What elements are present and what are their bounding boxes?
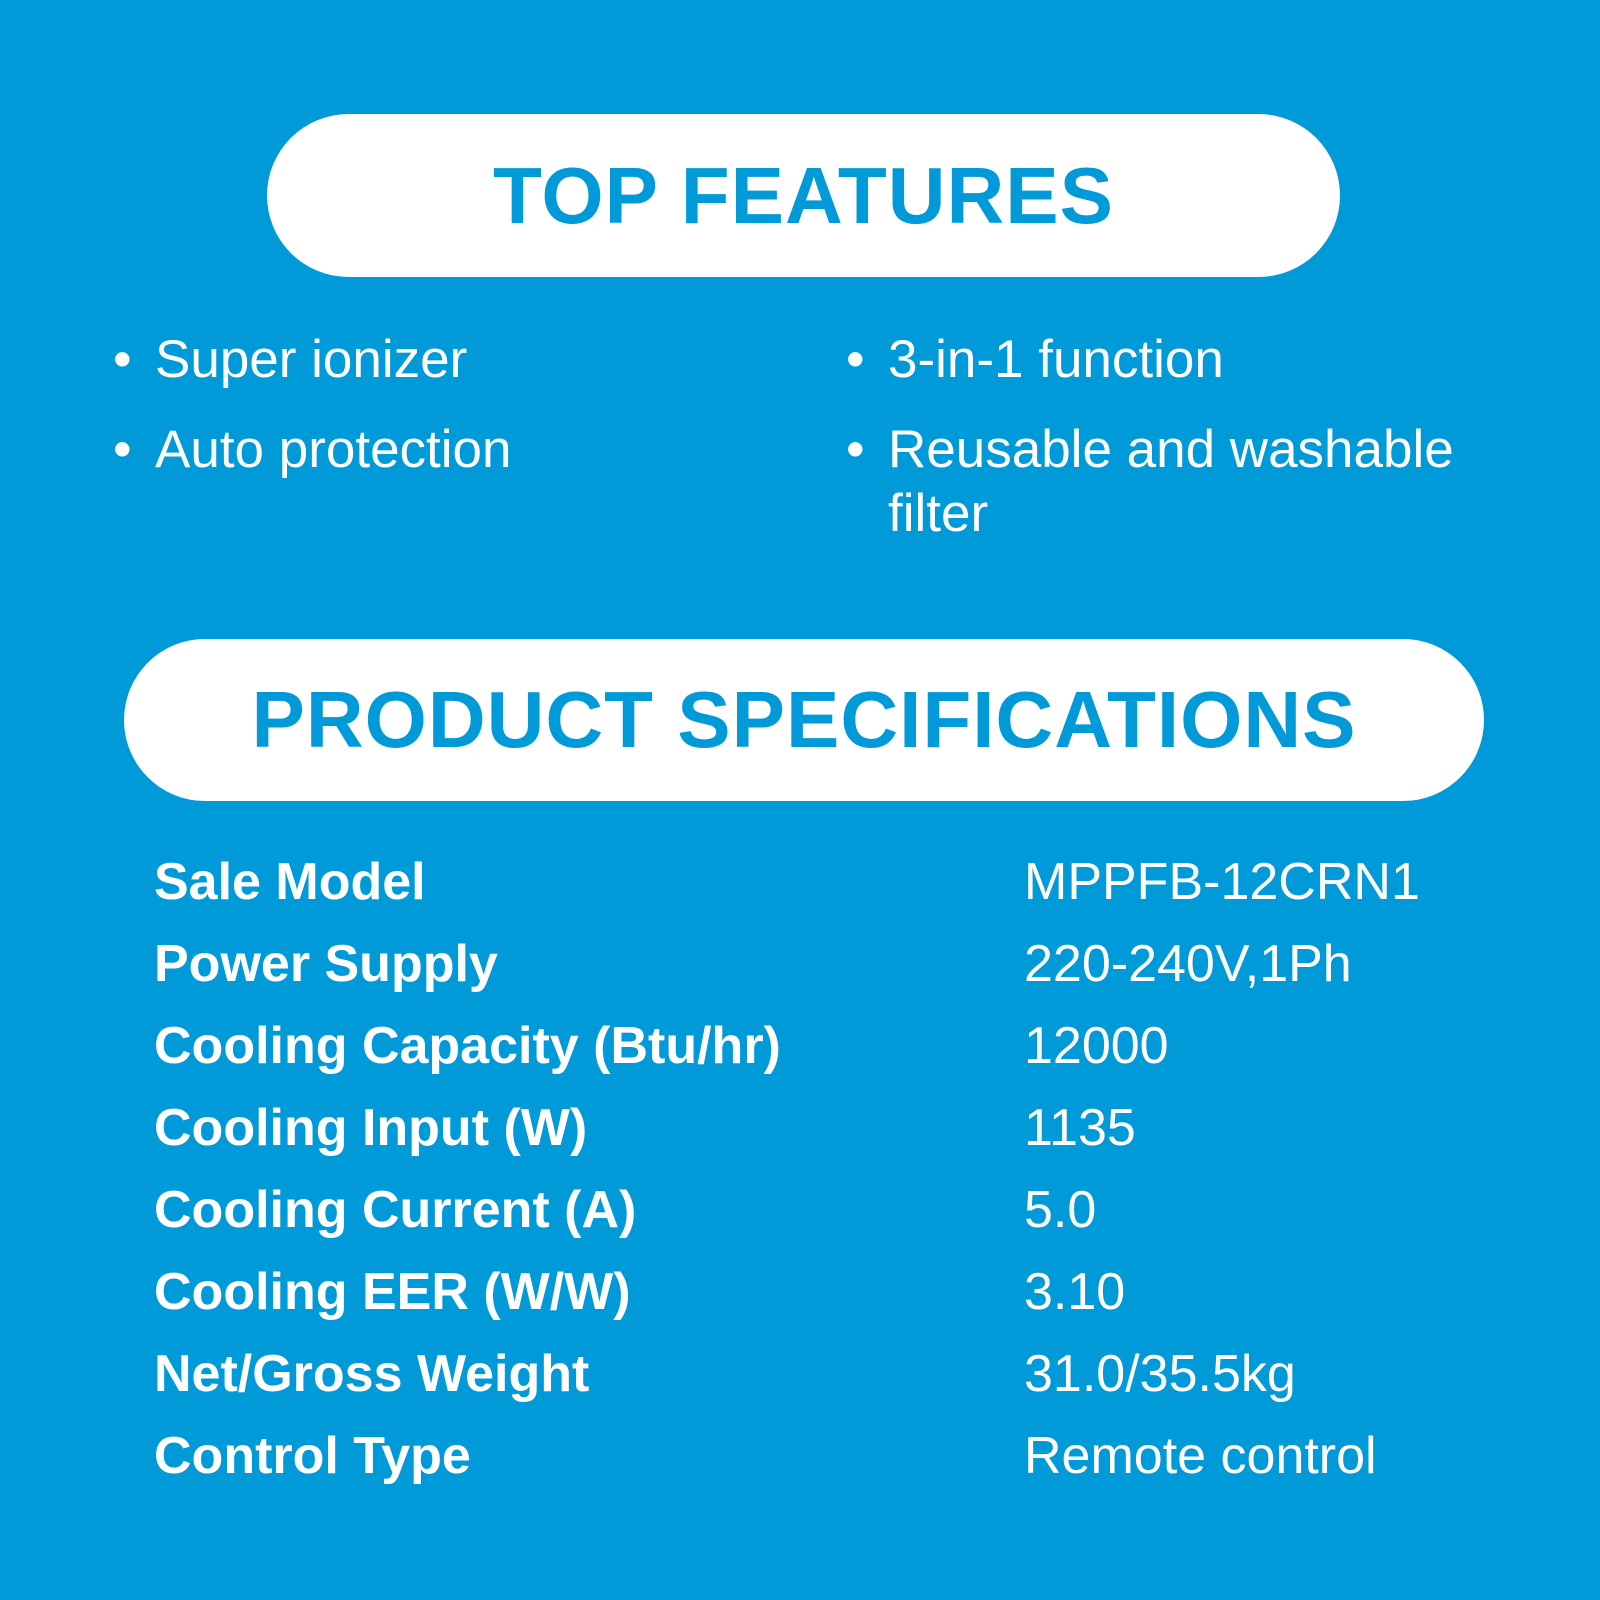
feature-item: • 3-in-1 function (846, 330, 1224, 389)
top-features-heading: TOP FEATURES (267, 114, 1340, 277)
spec-value: 220-240V,1Ph (1024, 935, 1352, 993)
spec-label: Cooling Capacity (Btu/hr) (154, 1017, 781, 1075)
spec-value: 1135 (1024, 1099, 1136, 1157)
spec-label: Sale Model (154, 853, 426, 911)
spec-row: Sale Model MPPFB-12CRN1 (154, 852, 1420, 912)
spec-value: 31.0/35.5kg (1024, 1345, 1296, 1403)
spec-label: Cooling Input (W) (154, 1099, 588, 1157)
feature-item: • Super ionizer (113, 330, 468, 389)
spec-label: Control Type (154, 1427, 471, 1485)
spec-value: MPPFB-12CRN1 (1024, 853, 1420, 911)
spec-value: 12000 (1024, 1017, 1169, 1075)
spec-row: Cooling Capacity (Btu/hr) 12000 (154, 1016, 1169, 1076)
spec-row: Control Type Remote control (154, 1426, 1377, 1486)
spec-row: Cooling Current (A) 5.0 (154, 1180, 1096, 1240)
spec-row: Cooling Input (W) 1135 (154, 1098, 1136, 1158)
spec-row: Cooling EER (W/W) 3.10 (154, 1262, 1125, 1322)
spec-label: Power Supply (154, 935, 498, 993)
spec-value: 5.0 (1024, 1181, 1097, 1239)
spec-label: Cooling Current (A) (154, 1181, 637, 1239)
spec-row: Net/Gross Weight 31.0/35.5kg (154, 1344, 1296, 1404)
product-specifications-heading: PRODUCT SPECIFICATIONS (124, 639, 1484, 801)
spec-label: Net/Gross Weight (154, 1345, 590, 1403)
feature-item: • Auto protection (113, 420, 512, 479)
spec-value: Remote control (1024, 1427, 1377, 1485)
spec-row: Power Supply 220-240V,1Ph (154, 934, 1352, 994)
spec-value: 3.10 (1024, 1263, 1126, 1321)
spec-label: Cooling EER (W/W) (154, 1263, 631, 1321)
feature-item: • Reusable and washable filter (846, 420, 1454, 543)
